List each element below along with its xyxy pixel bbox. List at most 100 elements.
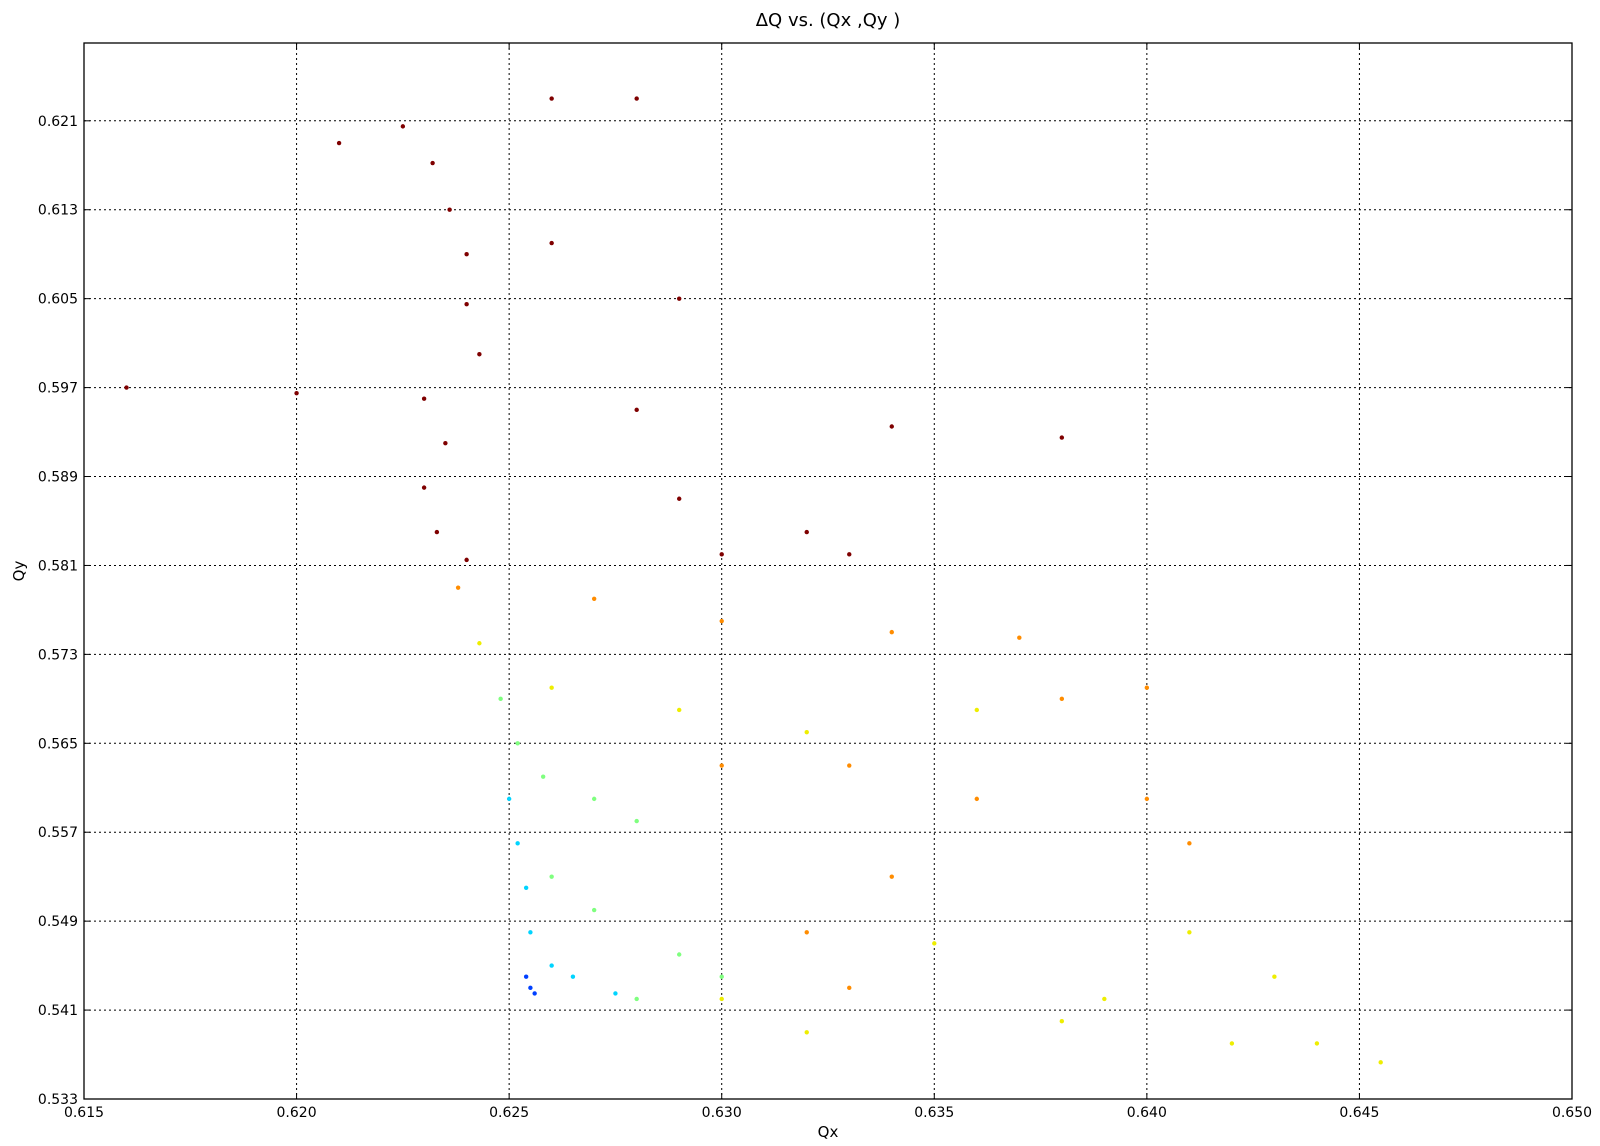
data-point bbox=[549, 963, 554, 968]
x-tick-label: 0.650 bbox=[1552, 1105, 1592, 1121]
data-point bbox=[719, 552, 724, 557]
data-point bbox=[613, 991, 618, 996]
data-point bbox=[336, 140, 342, 146]
data-point bbox=[634, 407, 639, 413]
data-point bbox=[1229, 1041, 1235, 1046]
data-point bbox=[847, 985, 852, 991]
y-tick-label: 0.589 bbox=[38, 470, 78, 486]
x-tick-label: 0.630 bbox=[702, 1105, 742, 1121]
data-point bbox=[434, 529, 440, 535]
data-point bbox=[477, 641, 482, 646]
y-tick-label: 0.581 bbox=[38, 558, 78, 574]
data-point bbox=[430, 160, 435, 166]
data-point bbox=[421, 485, 427, 490]
data-point bbox=[515, 741, 520, 746]
data-point bbox=[1272, 974, 1277, 979]
data-point bbox=[1187, 841, 1192, 846]
x-tick-label: 0.620 bbox=[277, 1105, 317, 1121]
data-point bbox=[1144, 685, 1150, 690]
data-point bbox=[1314, 1041, 1320, 1046]
data-point bbox=[591, 796, 597, 802]
x-tick-label: 0.640 bbox=[1127, 1105, 1167, 1121]
y-tick-label: 0.613 bbox=[38, 203, 78, 219]
data-point bbox=[804, 729, 809, 735]
data-point bbox=[804, 930, 809, 935]
data-point bbox=[677, 296, 682, 301]
x-tick-label: 0.625 bbox=[489, 1105, 529, 1121]
x-tick-label: 0.615 bbox=[64, 1105, 104, 1121]
data-point bbox=[1187, 930, 1192, 935]
data-point bbox=[528, 985, 533, 991]
y-axis-label: Qy bbox=[10, 561, 28, 582]
data-point bbox=[804, 529, 809, 535]
scatter-points bbox=[124, 96, 1383, 1065]
data-point bbox=[400, 124, 406, 129]
data-point bbox=[847, 552, 852, 557]
data-point bbox=[889, 424, 894, 429]
data-point bbox=[634, 96, 639, 101]
data-point bbox=[523, 974, 529, 979]
data-point bbox=[719, 974, 724, 979]
data-point bbox=[540, 774, 546, 779]
data-point bbox=[677, 707, 682, 713]
data-point bbox=[1059, 435, 1065, 440]
data-point bbox=[455, 585, 461, 590]
data-point bbox=[528, 930, 533, 935]
chart-title: ΔQ vs. (Qx ,Qy ) bbox=[756, 10, 901, 31]
data-point bbox=[443, 440, 448, 446]
data-point bbox=[464, 557, 469, 563]
data-point bbox=[477, 352, 482, 357]
data-point bbox=[498, 696, 503, 702]
data-point bbox=[677, 952, 682, 957]
data-point bbox=[523, 885, 529, 890]
y-tick-label: 0.541 bbox=[38, 1003, 78, 1019]
data-point bbox=[677, 496, 682, 501]
data-point bbox=[847, 763, 852, 768]
x-tick-label: 0.635 bbox=[914, 1105, 954, 1121]
y-tick-label: 0.557 bbox=[38, 825, 78, 841]
y-tick-label: 0.597 bbox=[38, 381, 78, 397]
data-point bbox=[932, 941, 937, 946]
data-point bbox=[549, 685, 554, 690]
y-tick-label: 0.621 bbox=[38, 114, 78, 130]
grid-lines bbox=[84, 43, 1572, 1099]
data-point bbox=[421, 396, 427, 401]
x-axis-label: Qx bbox=[818, 1123, 839, 1141]
data-point bbox=[464, 252, 469, 257]
y-tick-label: 0.533 bbox=[38, 1092, 78, 1108]
tick-marks: 0.615 0.620 0.625 0.630 0.635 0.640 0.645 0.650… bbox=[38, 43, 1592, 1121]
data-point bbox=[804, 1030, 809, 1035]
y-tick-label: 0.573 bbox=[38, 647, 78, 663]
y-tick-label: 0.549 bbox=[38, 914, 78, 930]
data-point bbox=[1102, 996, 1107, 1002]
y-tick-label: 0.605 bbox=[38, 292, 78, 308]
data-point bbox=[889, 874, 894, 879]
data-point bbox=[464, 302, 469, 307]
data-point bbox=[719, 618, 724, 624]
x-tick-label: 0.645 bbox=[1339, 1105, 1379, 1121]
data-point bbox=[974, 796, 979, 802]
data-point bbox=[1059, 1018, 1065, 1024]
y-tick-label: 0.565 bbox=[38, 736, 78, 752]
data-point bbox=[549, 874, 554, 879]
data-point bbox=[719, 763, 724, 768]
data-point bbox=[549, 240, 554, 246]
data-point bbox=[591, 907, 597, 913]
data-point bbox=[889, 629, 894, 635]
data-point bbox=[1144, 796, 1150, 802]
data-point bbox=[1378, 1060, 1383, 1065]
data-point bbox=[719, 996, 724, 1002]
data-point bbox=[447, 207, 452, 212]
data-point bbox=[570, 974, 576, 979]
plot-frame bbox=[83, 42, 1573, 1100]
data-point bbox=[1017, 635, 1022, 640]
data-point bbox=[294, 390, 299, 396]
data-point bbox=[532, 991, 537, 996]
data-point bbox=[634, 818, 639, 824]
data-point bbox=[515, 841, 520, 846]
data-point bbox=[1059, 696, 1065, 702]
data-point bbox=[634, 996, 639, 1002]
data-point bbox=[549, 96, 554, 101]
data-point bbox=[506, 796, 512, 802]
